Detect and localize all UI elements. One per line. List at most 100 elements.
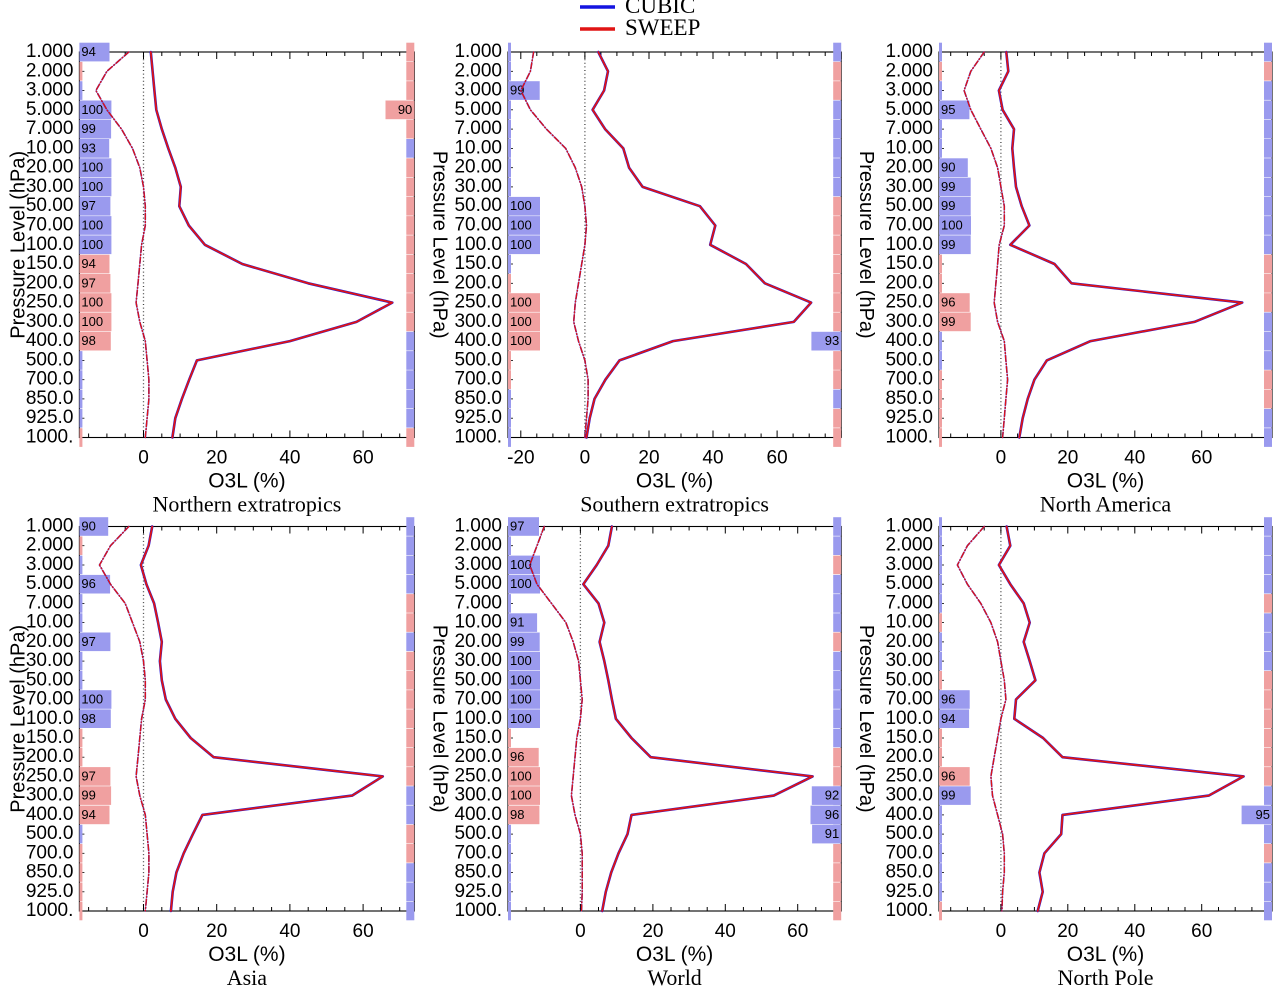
svg-text:Pressure Level (hPa): Pressure Level (hPa) bbox=[7, 151, 29, 339]
svg-text:96: 96 bbox=[941, 295, 955, 310]
svg-text:40: 40 bbox=[702, 448, 723, 469]
svg-text:850.0: 850.0 bbox=[885, 862, 933, 883]
svg-text:1000.: 1000. bbox=[26, 427, 74, 448]
svg-text:100: 100 bbox=[81, 237, 103, 252]
svg-text:100: 100 bbox=[81, 218, 103, 233]
svg-text:95: 95 bbox=[1256, 807, 1270, 822]
svg-text:91: 91 bbox=[510, 615, 524, 630]
svg-text:400.0: 400.0 bbox=[885, 804, 933, 825]
svg-text:1000.: 1000. bbox=[26, 900, 74, 921]
svg-text:3.000: 3.000 bbox=[454, 80, 502, 101]
svg-text:200.0: 200.0 bbox=[885, 746, 933, 767]
svg-text:20.00: 20.00 bbox=[454, 631, 502, 652]
svg-text:99: 99 bbox=[941, 179, 955, 194]
svg-text:1.000: 1.000 bbox=[26, 41, 74, 62]
svg-text:250.0: 250.0 bbox=[26, 292, 74, 313]
svg-text:98: 98 bbox=[510, 807, 524, 822]
svg-text:World: World bbox=[647, 965, 701, 990]
svg-text:100: 100 bbox=[510, 333, 532, 348]
svg-text:96: 96 bbox=[825, 807, 839, 822]
svg-text:500.0: 500.0 bbox=[454, 349, 502, 370]
svg-text:94: 94 bbox=[81, 807, 95, 822]
svg-text:30.00: 30.00 bbox=[454, 176, 502, 197]
svg-text:500.0: 500.0 bbox=[885, 823, 933, 844]
svg-text:20.00: 20.00 bbox=[26, 157, 74, 178]
svg-text:5.000: 5.000 bbox=[454, 573, 502, 594]
svg-text:99: 99 bbox=[941, 788, 955, 803]
svg-text:7.000: 7.000 bbox=[26, 592, 74, 613]
svg-text:7.000: 7.000 bbox=[26, 118, 74, 139]
svg-text:30.00: 30.00 bbox=[885, 650, 933, 671]
svg-text:50.00: 50.00 bbox=[26, 195, 74, 216]
svg-text:70.00: 70.00 bbox=[26, 215, 74, 236]
svg-text:96: 96 bbox=[81, 576, 95, 591]
svg-text:400.0: 400.0 bbox=[885, 330, 933, 351]
svg-text:93: 93 bbox=[825, 333, 839, 348]
svg-text:850.0: 850.0 bbox=[885, 388, 933, 409]
svg-text:925.0: 925.0 bbox=[885, 881, 933, 902]
svg-text:150.0: 150.0 bbox=[26, 727, 74, 748]
svg-text:97: 97 bbox=[81, 198, 95, 213]
svg-text:1000.: 1000. bbox=[454, 900, 502, 921]
svg-text:60: 60 bbox=[787, 921, 808, 942]
svg-text:99: 99 bbox=[81, 788, 95, 803]
svg-text:10.00: 10.00 bbox=[26, 612, 74, 633]
svg-text:0: 0 bbox=[996, 448, 1007, 469]
svg-text:30.00: 30.00 bbox=[454, 650, 502, 671]
svg-text:700.0: 700.0 bbox=[454, 842, 502, 863]
svg-text:97: 97 bbox=[510, 519, 524, 534]
svg-text:2.000: 2.000 bbox=[885, 535, 933, 556]
svg-text:99: 99 bbox=[941, 198, 955, 213]
svg-text:Asia: Asia bbox=[227, 965, 268, 990]
svg-text:97: 97 bbox=[81, 634, 95, 649]
svg-text:400.0: 400.0 bbox=[26, 330, 74, 351]
svg-text:7.000: 7.000 bbox=[885, 592, 933, 613]
svg-text:0: 0 bbox=[996, 921, 1007, 942]
svg-text:1.000: 1.000 bbox=[454, 516, 502, 537]
svg-text:20: 20 bbox=[638, 448, 659, 469]
svg-text:90: 90 bbox=[81, 519, 95, 534]
svg-text:100.0: 100.0 bbox=[885, 708, 933, 729]
svg-text:400.0: 400.0 bbox=[454, 330, 502, 351]
svg-text:90: 90 bbox=[398, 102, 412, 117]
svg-text:95: 95 bbox=[941, 102, 955, 117]
svg-text:850.0: 850.0 bbox=[454, 388, 502, 409]
svg-text:94: 94 bbox=[81, 44, 95, 59]
svg-text:1.000: 1.000 bbox=[885, 41, 933, 62]
svg-text:5.000: 5.000 bbox=[885, 573, 933, 594]
svg-text:99: 99 bbox=[941, 314, 955, 329]
svg-text:94: 94 bbox=[81, 256, 95, 271]
svg-text:90: 90 bbox=[941, 160, 955, 175]
svg-text:50.00: 50.00 bbox=[26, 669, 74, 690]
svg-text:20.00: 20.00 bbox=[885, 631, 933, 652]
svg-text:500.0: 500.0 bbox=[885, 349, 933, 370]
svg-text:30.00: 30.00 bbox=[26, 176, 74, 197]
svg-text:60: 60 bbox=[767, 448, 788, 469]
svg-text:1.000: 1.000 bbox=[885, 516, 933, 537]
svg-text:30.00: 30.00 bbox=[885, 176, 933, 197]
svg-text:North America: North America bbox=[1040, 492, 1172, 517]
svg-text:5.000: 5.000 bbox=[885, 99, 933, 120]
svg-text:925.0: 925.0 bbox=[26, 407, 74, 428]
svg-text:93: 93 bbox=[81, 140, 95, 155]
svg-text:200.0: 200.0 bbox=[26, 746, 74, 767]
svg-text:150.0: 150.0 bbox=[885, 253, 933, 274]
svg-text:96: 96 bbox=[941, 768, 955, 783]
svg-text:5.000: 5.000 bbox=[454, 99, 502, 120]
svg-text:20: 20 bbox=[1057, 448, 1078, 469]
svg-text:850.0: 850.0 bbox=[454, 862, 502, 883]
svg-text:2.000: 2.000 bbox=[454, 535, 502, 556]
svg-text:100.0: 100.0 bbox=[454, 708, 502, 729]
svg-text:10.00: 10.00 bbox=[454, 612, 502, 633]
svg-text:2.000: 2.000 bbox=[26, 535, 74, 556]
svg-text:100: 100 bbox=[510, 768, 532, 783]
svg-text:3.000: 3.000 bbox=[885, 80, 933, 101]
svg-text:300.0: 300.0 bbox=[885, 785, 933, 806]
svg-text:150.0: 150.0 bbox=[26, 253, 74, 274]
svg-text:0: 0 bbox=[580, 448, 591, 469]
svg-text:40: 40 bbox=[1124, 448, 1145, 469]
svg-text:300.0: 300.0 bbox=[885, 311, 933, 332]
svg-text:100: 100 bbox=[510, 692, 532, 707]
svg-text:O3L (%): O3L (%) bbox=[1067, 470, 1144, 493]
svg-text:925.0: 925.0 bbox=[454, 407, 502, 428]
